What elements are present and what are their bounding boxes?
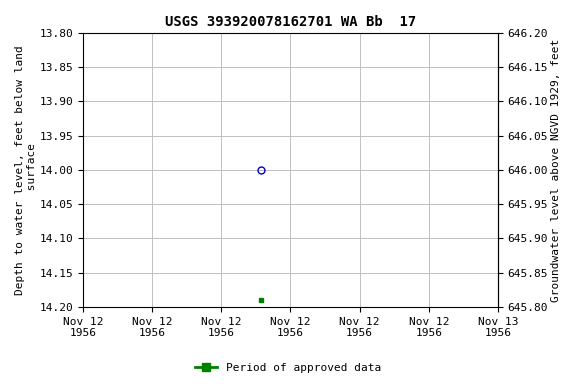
Legend: Period of approved data: Period of approved data	[191, 359, 385, 378]
Y-axis label: Depth to water level, feet below land
 surface: Depth to water level, feet below land su…	[15, 45, 37, 295]
Title: USGS 393920078162701 WA Bb  17: USGS 393920078162701 WA Bb 17	[165, 15, 416, 29]
Y-axis label: Groundwater level above NGVD 1929, feet: Groundwater level above NGVD 1929, feet	[551, 38, 561, 301]
